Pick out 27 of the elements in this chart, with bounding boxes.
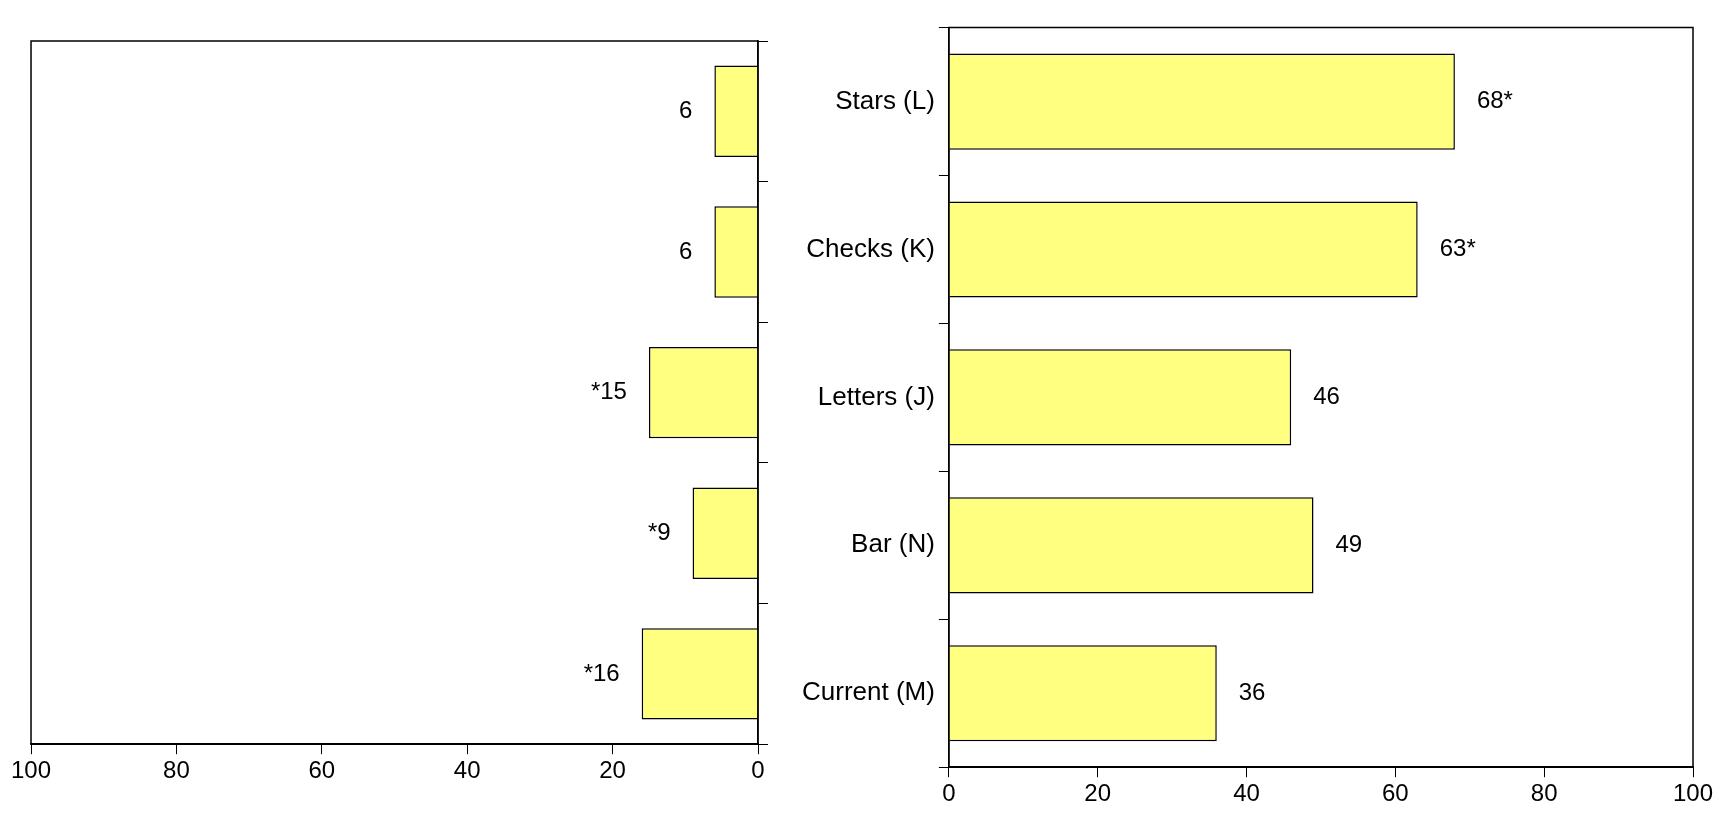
x-tick-label: 40 [453, 756, 481, 784]
y-tick-label: Bar (N) [851, 528, 935, 559]
x-tick-label: 20 [599, 756, 626, 784]
data-label: 49 [1335, 529, 1363, 557]
data-label: *16 [583, 658, 620, 686]
x-tick-label: 80 [163, 756, 190, 784]
x-tick-label: 60 [308, 756, 336, 784]
y-tick-label: Checks (K) [806, 232, 935, 263]
data-label: 36 [1238, 677, 1266, 705]
x-tick-label: 40 [1233, 779, 1260, 807]
x-tick-label: 60 [1382, 779, 1409, 807]
data-label: 6 [679, 236, 693, 264]
data-label: 6 [679, 95, 693, 123]
x-tick-label: 0 [751, 756, 765, 784]
data-label: *9 [647, 517, 671, 545]
x-tick-label: 20 [1084, 779, 1112, 807]
data-label: 68* [1476, 86, 1513, 114]
x-tick-label: 100 [11, 756, 52, 784]
x-tick-label: 0 [942, 779, 956, 807]
y-tick-label: Stars (L) [835, 84, 935, 115]
data-label: *15 [590, 377, 627, 405]
y-tick-label: Current (M) [801, 676, 935, 707]
data-label: 63* [1439, 234, 1476, 262]
x-tick-label: 80 [1530, 779, 1558, 807]
x-tick-label: 100 [1672, 779, 1714, 807]
data-label: 46 [1313, 382, 1340, 410]
y-tick-label: Letters (J) [817, 380, 935, 411]
